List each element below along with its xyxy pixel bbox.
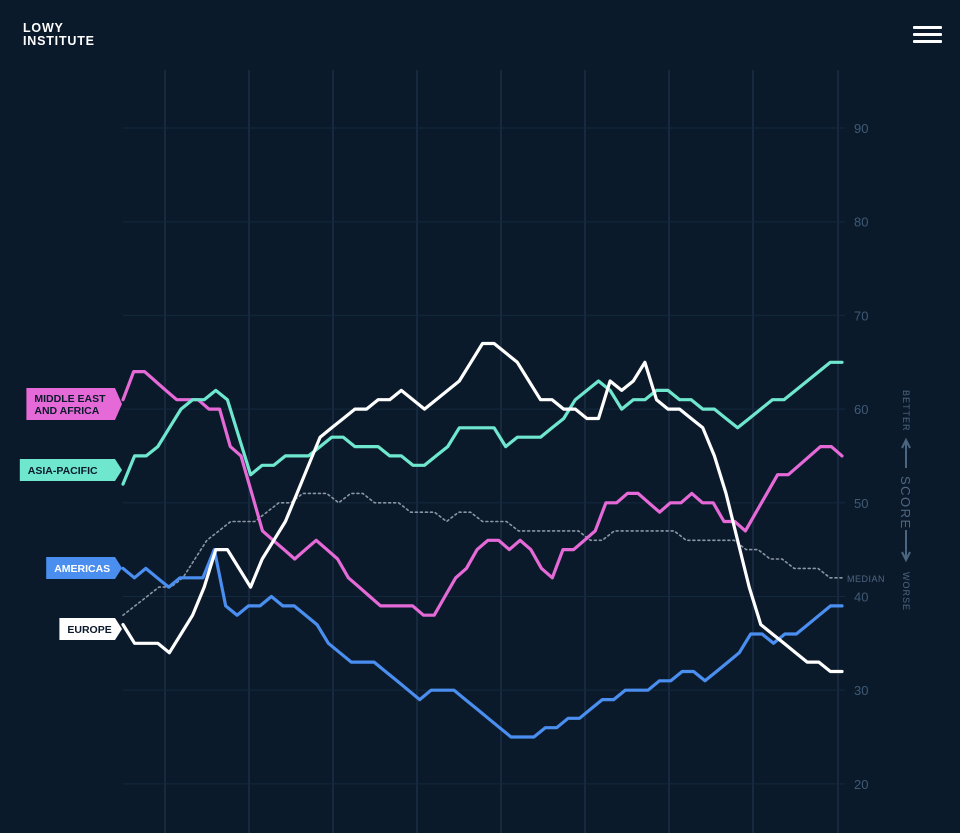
y-tick-label: 70 [854,308,868,323]
series-tag-label: AND AFRICA [34,405,99,417]
y-tick-label: 40 [854,590,868,605]
y-tick-label: 20 [854,777,868,792]
y-tick-label: 30 [854,683,868,698]
median-label: MEDIAN [847,574,885,584]
series-tag-shape [19,459,122,481]
logo-line-2: INSTITUTE [23,34,95,48]
y-tick-label: 80 [854,215,868,230]
score-label: SCORE [898,476,913,530]
hamburger-menu-icon[interactable] [910,22,944,48]
series-tag-americas: AMERICAS [46,557,123,579]
better-label: BETTER [901,390,911,432]
y-tick-label: 90 [854,121,868,136]
series-line-median [122,492,843,616]
menu-bar [913,26,942,29]
series-tag-shape [59,618,122,640]
y-tick-label: 60 [854,402,868,417]
series-line-americas [121,548,844,739]
series-line-europe [121,341,844,674]
up-arrow-icon [901,437,911,468]
series-tag-shape [46,557,123,579]
y-tick-label: 50 [854,496,868,511]
series-tag-europe: EUROPE [59,618,122,640]
menu-bar [913,33,942,36]
logo[interactable]: LOWY INSTITUTE [23,22,95,48]
series-tag-label: AMERICAS [54,563,110,575]
series-tag-shape [26,388,122,420]
series-line-asia-pacific [121,360,844,486]
down-arrow-icon [901,530,911,563]
worse-label: WORSE [901,572,911,611]
series-tag-label: EUROPE [67,624,111,636]
series-tag-label: MIDDLE EAST [34,393,106,405]
menu-bar [913,40,942,43]
series-line-middle-east-africa [121,370,844,617]
series-tag-asia-pacific: ASIA-PACIFIC [19,459,122,481]
logo-line-1: LOWY [23,21,64,35]
series-tag-label: ASIA-PACIFIC [28,465,98,477]
